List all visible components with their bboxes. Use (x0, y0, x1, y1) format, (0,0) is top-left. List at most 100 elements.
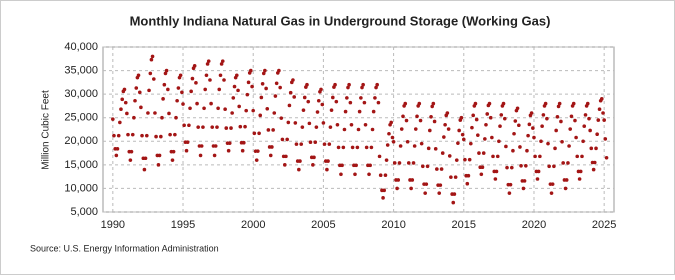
data-point (573, 118, 577, 123)
data-point (219, 62, 224, 66)
data-point (182, 123, 186, 128)
data-point (180, 90, 184, 95)
data-point (604, 155, 609, 160)
data-point (333, 82, 337, 87)
data-point (123, 100, 128, 105)
data-point (202, 106, 206, 111)
data-point (112, 133, 116, 138)
data-point (126, 132, 130, 137)
data-point (466, 173, 471, 178)
data-point (194, 81, 198, 85)
data-point (554, 128, 558, 133)
x-tick-label: 1995 (171, 219, 195, 231)
data-point (545, 116, 549, 121)
data-point (328, 125, 333, 129)
data-point (378, 173, 383, 178)
data-point (519, 164, 523, 168)
x-tick-label: 2025 (592, 219, 616, 231)
data-point (163, 71, 168, 76)
data-point (156, 163, 161, 167)
data-point (198, 153, 203, 158)
data-point (315, 110, 320, 114)
data-point (511, 148, 515, 153)
data-point (418, 118, 423, 123)
data-point (314, 125, 319, 129)
data-point (495, 154, 500, 159)
data-point (150, 54, 155, 59)
x-tick-label: 1990 (101, 219, 125, 231)
data-point (479, 172, 484, 177)
source-note: Source: U.S. Energy Information Administ… (30, 243, 219, 253)
data-point (498, 124, 502, 128)
data-point (278, 85, 282, 90)
data-point (261, 71, 266, 76)
data-point (413, 127, 418, 131)
data-point (201, 125, 205, 129)
data-point (220, 59, 225, 63)
data-point (399, 127, 404, 131)
data-point (385, 143, 390, 147)
data-point (327, 142, 332, 146)
data-point (157, 153, 162, 158)
data-point (348, 100, 353, 105)
data-point (588, 128, 592, 133)
data-point (471, 113, 475, 118)
data-point (525, 148, 529, 153)
data-point (306, 99, 311, 104)
y-tick-label: 35,000 (64, 64, 98, 76)
data-point (170, 158, 175, 162)
data-point (592, 160, 597, 165)
data-point (189, 89, 193, 94)
data-point (599, 97, 604, 101)
data-point (298, 159, 302, 163)
data-point (128, 158, 133, 162)
x-tick-label: 2000 (241, 219, 265, 231)
data-point (162, 82, 167, 87)
data-point (192, 64, 197, 68)
data-point (115, 147, 120, 151)
data-point (526, 133, 530, 138)
data-point (134, 86, 139, 90)
data-point (487, 101, 492, 106)
data-point (567, 144, 571, 148)
data-point (424, 182, 429, 186)
data-point (429, 114, 433, 119)
data-point (133, 98, 137, 103)
data-point (270, 145, 274, 149)
data-point (345, 96, 349, 100)
data-point (279, 116, 284, 120)
data-point (231, 96, 236, 100)
data-point (137, 90, 142, 95)
data-point (184, 148, 189, 153)
data-point (453, 175, 458, 179)
data-point (362, 100, 367, 105)
data-point (342, 127, 347, 132)
data-point (389, 120, 394, 125)
data-point (312, 155, 316, 160)
data-point (153, 111, 157, 115)
data-point (288, 90, 293, 95)
data-point (561, 161, 565, 165)
data-point (559, 119, 563, 124)
data-point (188, 106, 192, 111)
data-point (316, 98, 321, 103)
data-point (209, 101, 213, 106)
data-point (263, 68, 267, 73)
data-point (299, 142, 304, 146)
data-point (527, 122, 532, 127)
data-point (524, 164, 528, 168)
data-point (125, 111, 129, 116)
data-point (403, 101, 408, 106)
data-point (249, 68, 253, 73)
data-point (139, 105, 143, 110)
data-point (543, 101, 548, 106)
data-point (206, 59, 211, 63)
data-point (238, 124, 243, 129)
data-point (205, 62, 210, 66)
data-point (257, 131, 261, 136)
data-point (215, 125, 219, 129)
data-point (187, 123, 191, 128)
data-point (361, 82, 365, 87)
data-point (381, 196, 385, 200)
data-point (251, 108, 256, 113)
